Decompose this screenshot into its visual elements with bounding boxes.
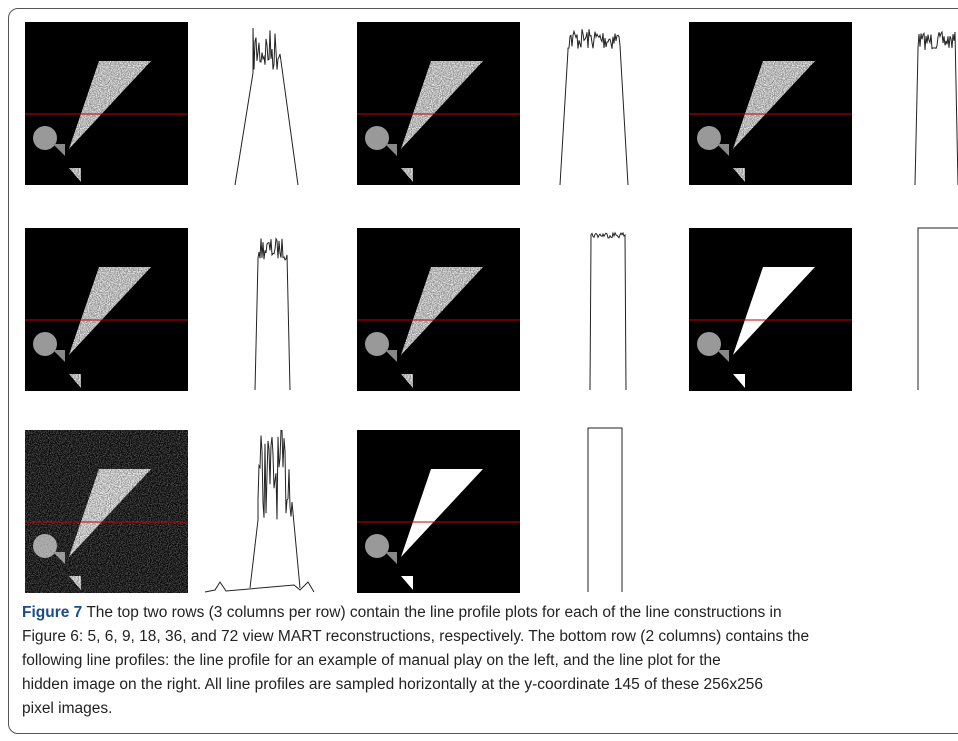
circle [697,332,721,356]
caption-text: Figure 6: 5, 6, 9, 18, 36, and 72 view M… [22,628,809,645]
line-profile [560,29,628,185]
line-profile [918,228,958,390]
circle [697,126,721,150]
image-panel [357,430,520,593]
caption-text: following line profiles: the line profil… [22,652,721,669]
line-profile [250,430,300,588]
background-noise [25,430,188,593]
caption: Figure 7 The top two rows (3 columns per… [22,601,952,721]
image-panel [25,22,188,185]
caption-text: pixel images. [22,700,112,717]
caption-line: Figure 7 The top two rows (3 columns per… [22,601,952,625]
image-panel [25,430,188,593]
profile-tail [205,582,314,592]
line-profile [915,32,958,185]
line-profile [235,28,298,185]
image-panel [357,228,520,391]
caption-text: hidden image on the right. All line prof… [22,676,763,693]
image-panel [689,22,852,185]
caption-line: Figure 6: 5, 6, 9, 18, 36, and 72 view M… [22,625,952,649]
circle [33,332,57,356]
caption-line: hidden image on the right. All line prof… [22,673,952,697]
image-panel [357,22,520,185]
circle [365,126,389,150]
line-profile [255,238,290,390]
figure [0,0,958,600]
circle [33,126,57,150]
image-panel [689,228,852,391]
page: Figure 7 The top two rows (3 columns per… [0,0,958,741]
circle [365,332,389,356]
image-panel [25,228,188,391]
line-profile [590,233,626,390]
caption-line: pixel images. [22,697,952,721]
caption-text: The top two rows (3 columns per row) con… [82,604,781,621]
circle [365,534,389,558]
line-profile [588,428,622,592]
figure-label: Figure 7 [22,604,82,621]
caption-line: following line profiles: the line profil… [22,649,952,673]
